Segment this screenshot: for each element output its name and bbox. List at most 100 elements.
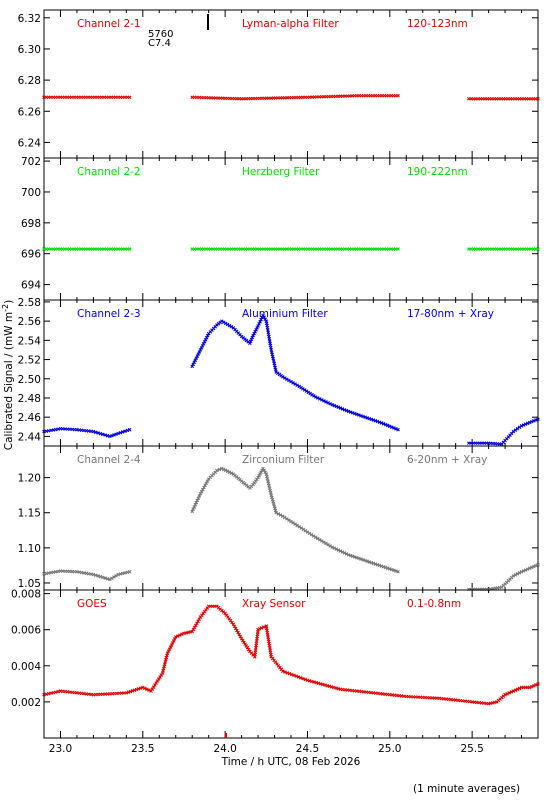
data-point [254, 327, 258, 332]
data-point [266, 479, 270, 483]
y-tick-label: 2.50 [18, 374, 41, 386]
data-point [233, 626, 238, 631]
data-point [328, 401, 332, 406]
data-point [289, 379, 293, 384]
data-point [193, 358, 198, 362]
data-point [322, 540, 326, 545]
data-point [342, 551, 347, 555]
data-point [515, 572, 520, 576]
data-point [336, 405, 341, 410]
data-point [383, 422, 388, 427]
data-point [192, 505, 197, 509]
y-tick-label: 0.006 [11, 625, 41, 637]
y-tick-label: 0.004 [11, 661, 41, 673]
data-point [231, 622, 236, 627]
data-point [194, 500, 199, 505]
data-point [259, 470, 263, 474]
data-point [191, 627, 196, 632]
panel-channel-label: Channel 2-3 [77, 308, 141, 320]
data-point [517, 686, 522, 691]
data-point [127, 247, 132, 251]
data-point [49, 691, 53, 695]
data-point [257, 322, 261, 326]
data-point [197, 494, 202, 498]
data-point [344, 408, 349, 413]
panel-filter-label: Aluminium Filter [242, 308, 328, 320]
y-tick-label: 2.58 [18, 297, 41, 309]
data-point [334, 404, 339, 409]
data-point [238, 634, 243, 639]
data-point [220, 319, 224, 323]
data-point [227, 323, 232, 328]
data-point [283, 670, 287, 674]
panel-frame-5 [43, 589, 539, 739]
data-point [127, 427, 132, 432]
data-point [215, 468, 219, 473]
y-tick-label: 2.52 [18, 355, 41, 367]
data-point [289, 672, 294, 677]
data-point [519, 569, 524, 574]
data-point [332, 403, 337, 408]
data-point [285, 671, 290, 675]
data-point [262, 315, 266, 320]
data-point [178, 633, 182, 637]
data-point [509, 690, 514, 694]
data-point [171, 639, 176, 643]
y-axis-title-main: Calibrated Signal / (mW m [3, 312, 15, 450]
data-point [505, 691, 509, 696]
data-point [515, 687, 520, 692]
data-point [91, 429, 96, 434]
y-tick-label: 2.56 [18, 316, 42, 328]
data-point [322, 399, 326, 403]
data-point [271, 502, 276, 506]
data-point [536, 97, 540, 101]
data-point [280, 669, 285, 674]
data-point [202, 485, 206, 490]
panel-filter-label: Herzberg Filter [242, 166, 320, 178]
data-point [170, 641, 175, 645]
y-tick-label: 6.26 [18, 106, 42, 118]
data-point [511, 689, 516, 693]
data-point [315, 536, 320, 541]
data-point [525, 421, 530, 426]
data-point [267, 486, 272, 490]
data-point [534, 418, 538, 422]
data-point [51, 690, 56, 695]
x-tick-label: 23.0 [49, 743, 72, 755]
y-tick-label: 2.54 [18, 335, 42, 347]
data-point [268, 491, 273, 495]
panel-channel-label: Channel 2-2 [77, 166, 141, 178]
data-point [527, 685, 532, 690]
data-point [392, 426, 396, 430]
data-point [315, 396, 320, 400]
data-point [143, 686, 147, 691]
data-point [276, 512, 281, 516]
data-point [257, 473, 261, 478]
data-point [200, 487, 205, 492]
data-point [192, 360, 197, 364]
data-point [223, 321, 228, 326]
data-point [530, 419, 534, 424]
data-point [112, 575, 116, 579]
data-point [56, 689, 60, 694]
data-point [320, 398, 324, 402]
data-point [336, 548, 341, 552]
data-point [274, 510, 278, 515]
data-point [114, 573, 118, 578]
data-point [194, 356, 199, 360]
data-point [205, 333, 210, 338]
data-point [265, 474, 269, 479]
panel-channel-label: GOES [77, 598, 107, 610]
data-point [190, 364, 194, 369]
data-point [147, 688, 151, 692]
data-point [523, 422, 528, 426]
panel-range-label: 190-222nm [407, 166, 468, 178]
data-point [266, 481, 271, 486]
panel-filter-label: Zirconium Filter [242, 454, 325, 466]
data-point [294, 674, 299, 678]
data-point [536, 247, 540, 251]
data-point [221, 320, 226, 325]
data-point [196, 352, 201, 356]
data-point [116, 431, 120, 436]
